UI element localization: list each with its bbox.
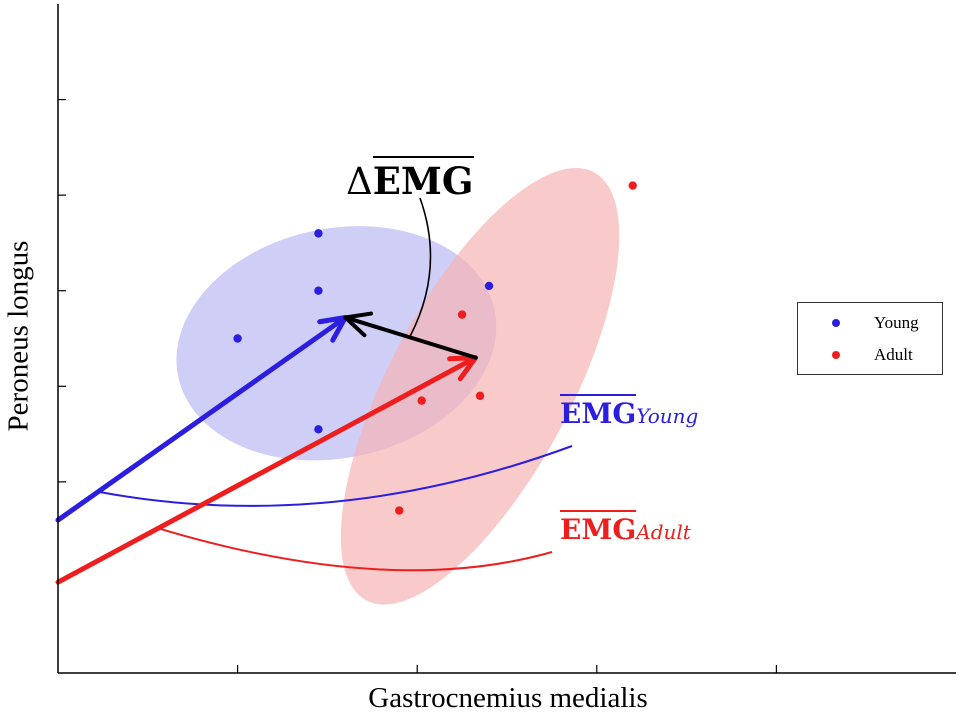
adult-point-0 [628, 181, 637, 190]
legend-marker-adult [832, 351, 840, 359]
emg-adult-text: EMG [560, 510, 637, 546]
adult-point-1 [457, 310, 467, 319]
delta-emg-text: EMG [372, 156, 474, 203]
adult-point-3 [475, 391, 485, 401]
emg-young-annotation: EMGYoung [560, 394, 699, 430]
delta-symbol: Δ [346, 160, 373, 203]
adult-leader-curve [157, 527, 553, 572]
young-mean-arrow-shaft [55, 316, 347, 523]
legend-label-young: Young [874, 313, 919, 332]
adult-mean-arrow-shaft [55, 356, 477, 585]
difference-arrow-shaft [345, 316, 478, 360]
emg-adult-subscript: Adult [636, 520, 691, 544]
young-leader-curve [98, 445, 573, 507]
emg-adult-annotation: EMGAdult [560, 510, 691, 546]
legend-marker-young [832, 319, 840, 327]
young-point-1 [314, 229, 323, 238]
x-axis-label: Gastrocnemius medialis [368, 682, 648, 714]
adult-point-4 [395, 506, 404, 515]
delta-emg-annotation: ΔEMG [346, 156, 474, 203]
arrows-layer [55, 311, 479, 585]
young-point-2 [314, 286, 323, 295]
axes-layer [57, 4, 956, 674]
difference-arrow-head [343, 311, 374, 338]
ellipses-layer [176, 168, 620, 605]
adult-ellipse [340, 168, 620, 605]
difference-arrow [343, 311, 478, 360]
young-point-0 [233, 334, 242, 343]
adult-point-2 [417, 396, 426, 405]
y-axis-label: Peroneus longus [2, 240, 35, 432]
legend-item-young: Young [798, 313, 919, 333]
legend-item-adult: Adult [798, 345, 913, 365]
young-point-3 [484, 281, 494, 291]
legend-label-adult: Adult [874, 345, 913, 364]
delta-leader-curve [409, 197, 432, 336]
emg-young-subscript: Young [636, 404, 699, 428]
emg-young-text: EMG [560, 394, 637, 430]
annotation-curves-layer [98, 197, 573, 572]
points-layer [233, 181, 637, 515]
legend: Young Adult [797, 302, 943, 375]
young-point-4 [314, 425, 323, 434]
